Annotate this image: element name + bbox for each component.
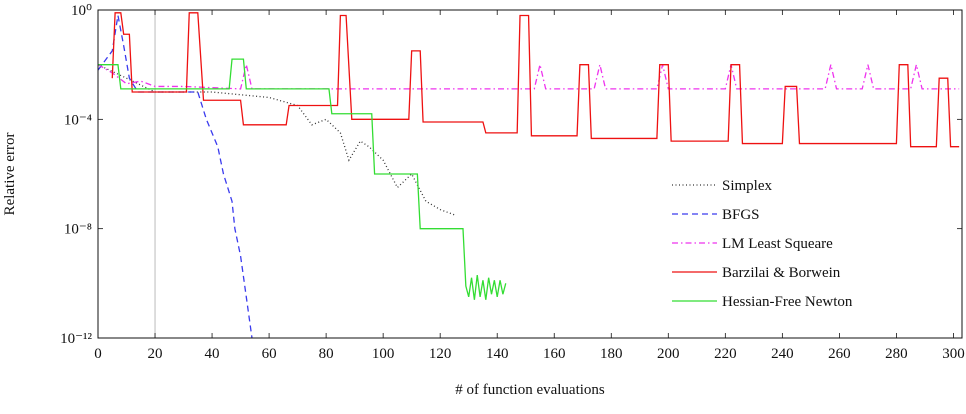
series-line	[111, 12, 960, 148]
x-tick-label: 200	[657, 346, 680, 362]
x-tick-label: 260	[828, 346, 851, 362]
y-tick-label: 10⁰	[71, 3, 92, 19]
series-line	[98, 58, 507, 300]
x-tick-label: 160	[543, 346, 566, 362]
legend-label: Simplex	[722, 178, 773, 194]
x-tick-label: 0	[94, 346, 102, 362]
y-tick-label: 10⁻¹²	[60, 331, 92, 347]
legend-label: LM Least Squeare	[722, 236, 833, 252]
legend-label: BFGS	[722, 207, 760, 223]
x-tick-label: 20	[148, 346, 163, 362]
x-tick-label: 40	[205, 346, 220, 362]
plot-area	[98, 12, 960, 339]
series-line	[98, 64, 960, 90]
legend-label: Hessian-Free Newton	[722, 294, 853, 310]
legend-label: Barzilai & Borwein	[722, 265, 841, 281]
y-tick-label: 10⁻⁴	[64, 112, 92, 128]
x-tick-label: 60	[262, 346, 277, 362]
x-tick-label: 120	[429, 346, 452, 362]
x-tick-label: 300	[942, 346, 965, 362]
plot-frame	[97, 9, 963, 339]
x-tick-label: 220	[714, 346, 737, 362]
x-tick-label: 100	[372, 346, 395, 362]
x-tick-label: 240	[771, 346, 794, 362]
series-line	[98, 64, 455, 216]
y-tick-label: 10⁻⁸	[64, 222, 92, 238]
series-line	[98, 15, 253, 339]
x-tick-label: 180	[600, 346, 623, 362]
x-tick-label: 280	[885, 346, 908, 362]
x-axis-label: # of function evaluations	[455, 382, 605, 398]
y-axis-label: Relative error	[2, 133, 18, 216]
x-tick-label: 140	[486, 346, 509, 362]
x-tick-label: 80	[319, 346, 334, 362]
